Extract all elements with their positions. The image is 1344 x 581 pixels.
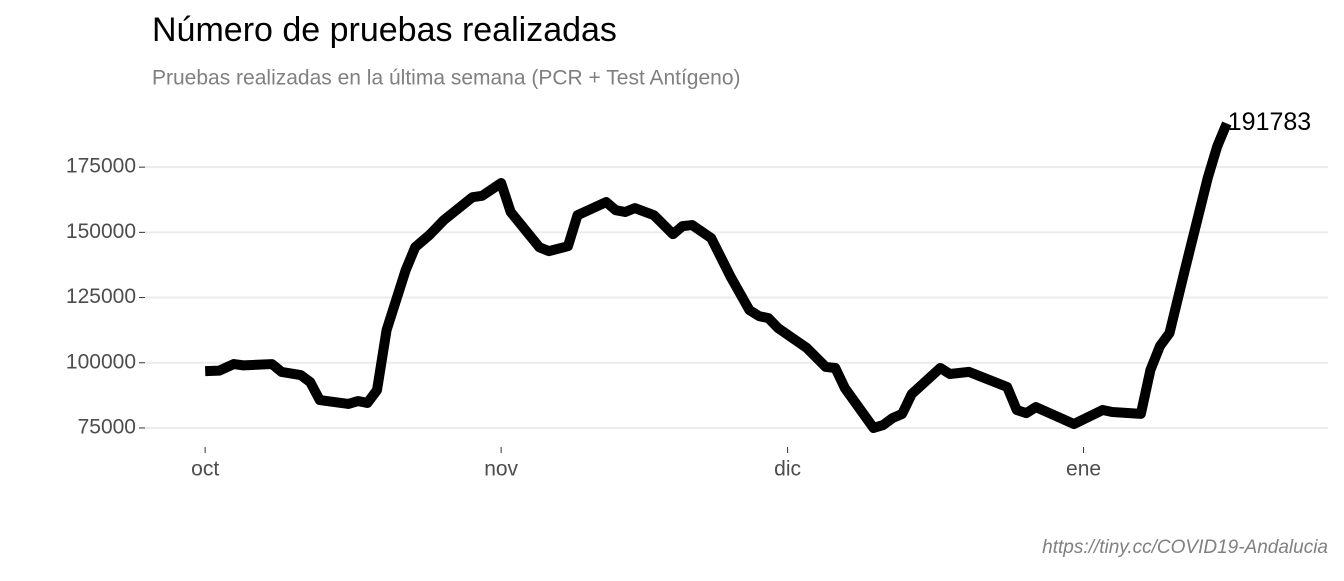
- x-tick-label: ene: [1066, 458, 1101, 481]
- chart-subtitle: Pruebas realizadas en la última semana (…: [152, 67, 741, 90]
- caption: https://tiny.cc/COVID19-Andalucia: [1042, 537, 1328, 558]
- y-tick-label: 125000: [66, 285, 136, 308]
- x-tick-label: nov: [484, 458, 518, 481]
- end-label: 191783: [1228, 108, 1311, 136]
- y-tick-label: 75000: [78, 416, 136, 439]
- y-tick-label: 100000: [66, 350, 136, 373]
- x-tick-label: oct: [191, 458, 219, 481]
- chart-title: Número de pruebas realizadas: [152, 11, 617, 49]
- y-tick-label: 175000: [66, 155, 136, 178]
- x-tick-label: dic: [774, 458, 801, 481]
- y-tick-label: 150000: [66, 220, 136, 243]
- data-line: [204, 121, 1232, 433]
